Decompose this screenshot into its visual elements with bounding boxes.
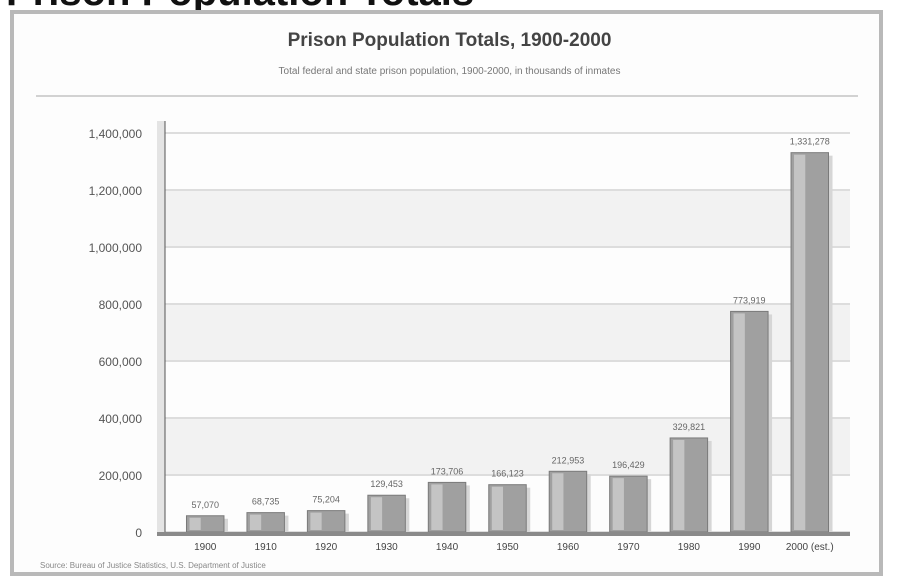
- bar-highlight: [249, 514, 262, 530]
- y-tick-label: 600,000: [99, 355, 143, 369]
- bar-highlight: [431, 484, 443, 530]
- x-tick-label: 1940: [436, 542, 459, 553]
- x-tick-label: 1920: [315, 542, 338, 553]
- y-tick-label: 200,000: [99, 469, 143, 483]
- plot-band: [165, 190, 850, 247]
- bars: [185, 152, 833, 533]
- bar-highlight: [491, 486, 504, 530]
- x-tick-label: 1960: [557, 542, 580, 553]
- x-tick-label: 2000 (est.): [786, 542, 834, 553]
- bar-highlight: [612, 478, 624, 530]
- y-axis-ticks: 0 200,000 400,000 600,000 800,000 1,000,000 1,…: [89, 127, 143, 540]
- x-axis-line: [157, 532, 850, 536]
- y-tick-label: 0: [135, 526, 142, 540]
- source-note: Source: Bureau of Justice Statistics, U.…: [40, 561, 266, 570]
- x-tick-label: 1990: [738, 542, 761, 553]
- y-axis-wall: [157, 121, 165, 532]
- bar-highlight: [552, 473, 564, 530]
- data-label: 75,204: [312, 495, 340, 505]
- y-tick-label: 800,000: [99, 298, 143, 312]
- bar-highlight: [370, 497, 383, 530]
- x-tick-label: 1970: [617, 542, 640, 553]
- data-label: 773,919: [733, 295, 766, 305]
- bar-highlight: [733, 313, 745, 530]
- data-label: 57,070: [191, 500, 219, 510]
- data-label: 68,735: [252, 497, 280, 507]
- x-axis-ticks: 1900 1910 1920 1930 1940 1950 1960 1970 1980 1990…: [194, 542, 834, 553]
- x-tick-label: 1930: [375, 542, 398, 553]
- x-tick-label: 1900: [194, 542, 217, 553]
- data-label: 166,123: [491, 469, 524, 479]
- data-label: 1,331,278: [790, 137, 830, 147]
- bar-highlight: [794, 154, 806, 531]
- data-label: 329,821: [673, 422, 706, 432]
- y-tick-label: 1,400,000: [89, 127, 143, 141]
- data-label: 173,706: [431, 466, 464, 476]
- axes: [157, 121, 850, 536]
- bar-highlight: [310, 512, 322, 530]
- y-tick-label: 1,200,000: [89, 184, 143, 198]
- data-label: 212,953: [552, 455, 585, 465]
- data-label: 196,429: [612, 460, 645, 470]
- data-labels: 57,070 68,735 75,204 129,453 173,706 166,123 2…: [191, 137, 829, 510]
- bar-highlight: [673, 439, 685, 530]
- x-tick-label: 1980: [678, 542, 701, 553]
- data-label: 129,453: [370, 479, 403, 489]
- x-tick-label: 1910: [255, 542, 278, 553]
- y-tick-label: 400,000: [99, 412, 143, 426]
- title-divider: [36, 95, 858, 97]
- y-tick-label: 1,000,000: [89, 241, 143, 255]
- chart-title: Prison Population Totals, 1900-2000: [287, 30, 612, 51]
- x-tick-label: 1950: [496, 542, 519, 553]
- chart-subtitle: Total federal and state prison populatio…: [278, 66, 621, 77]
- bar-highlight: [189, 517, 201, 530]
